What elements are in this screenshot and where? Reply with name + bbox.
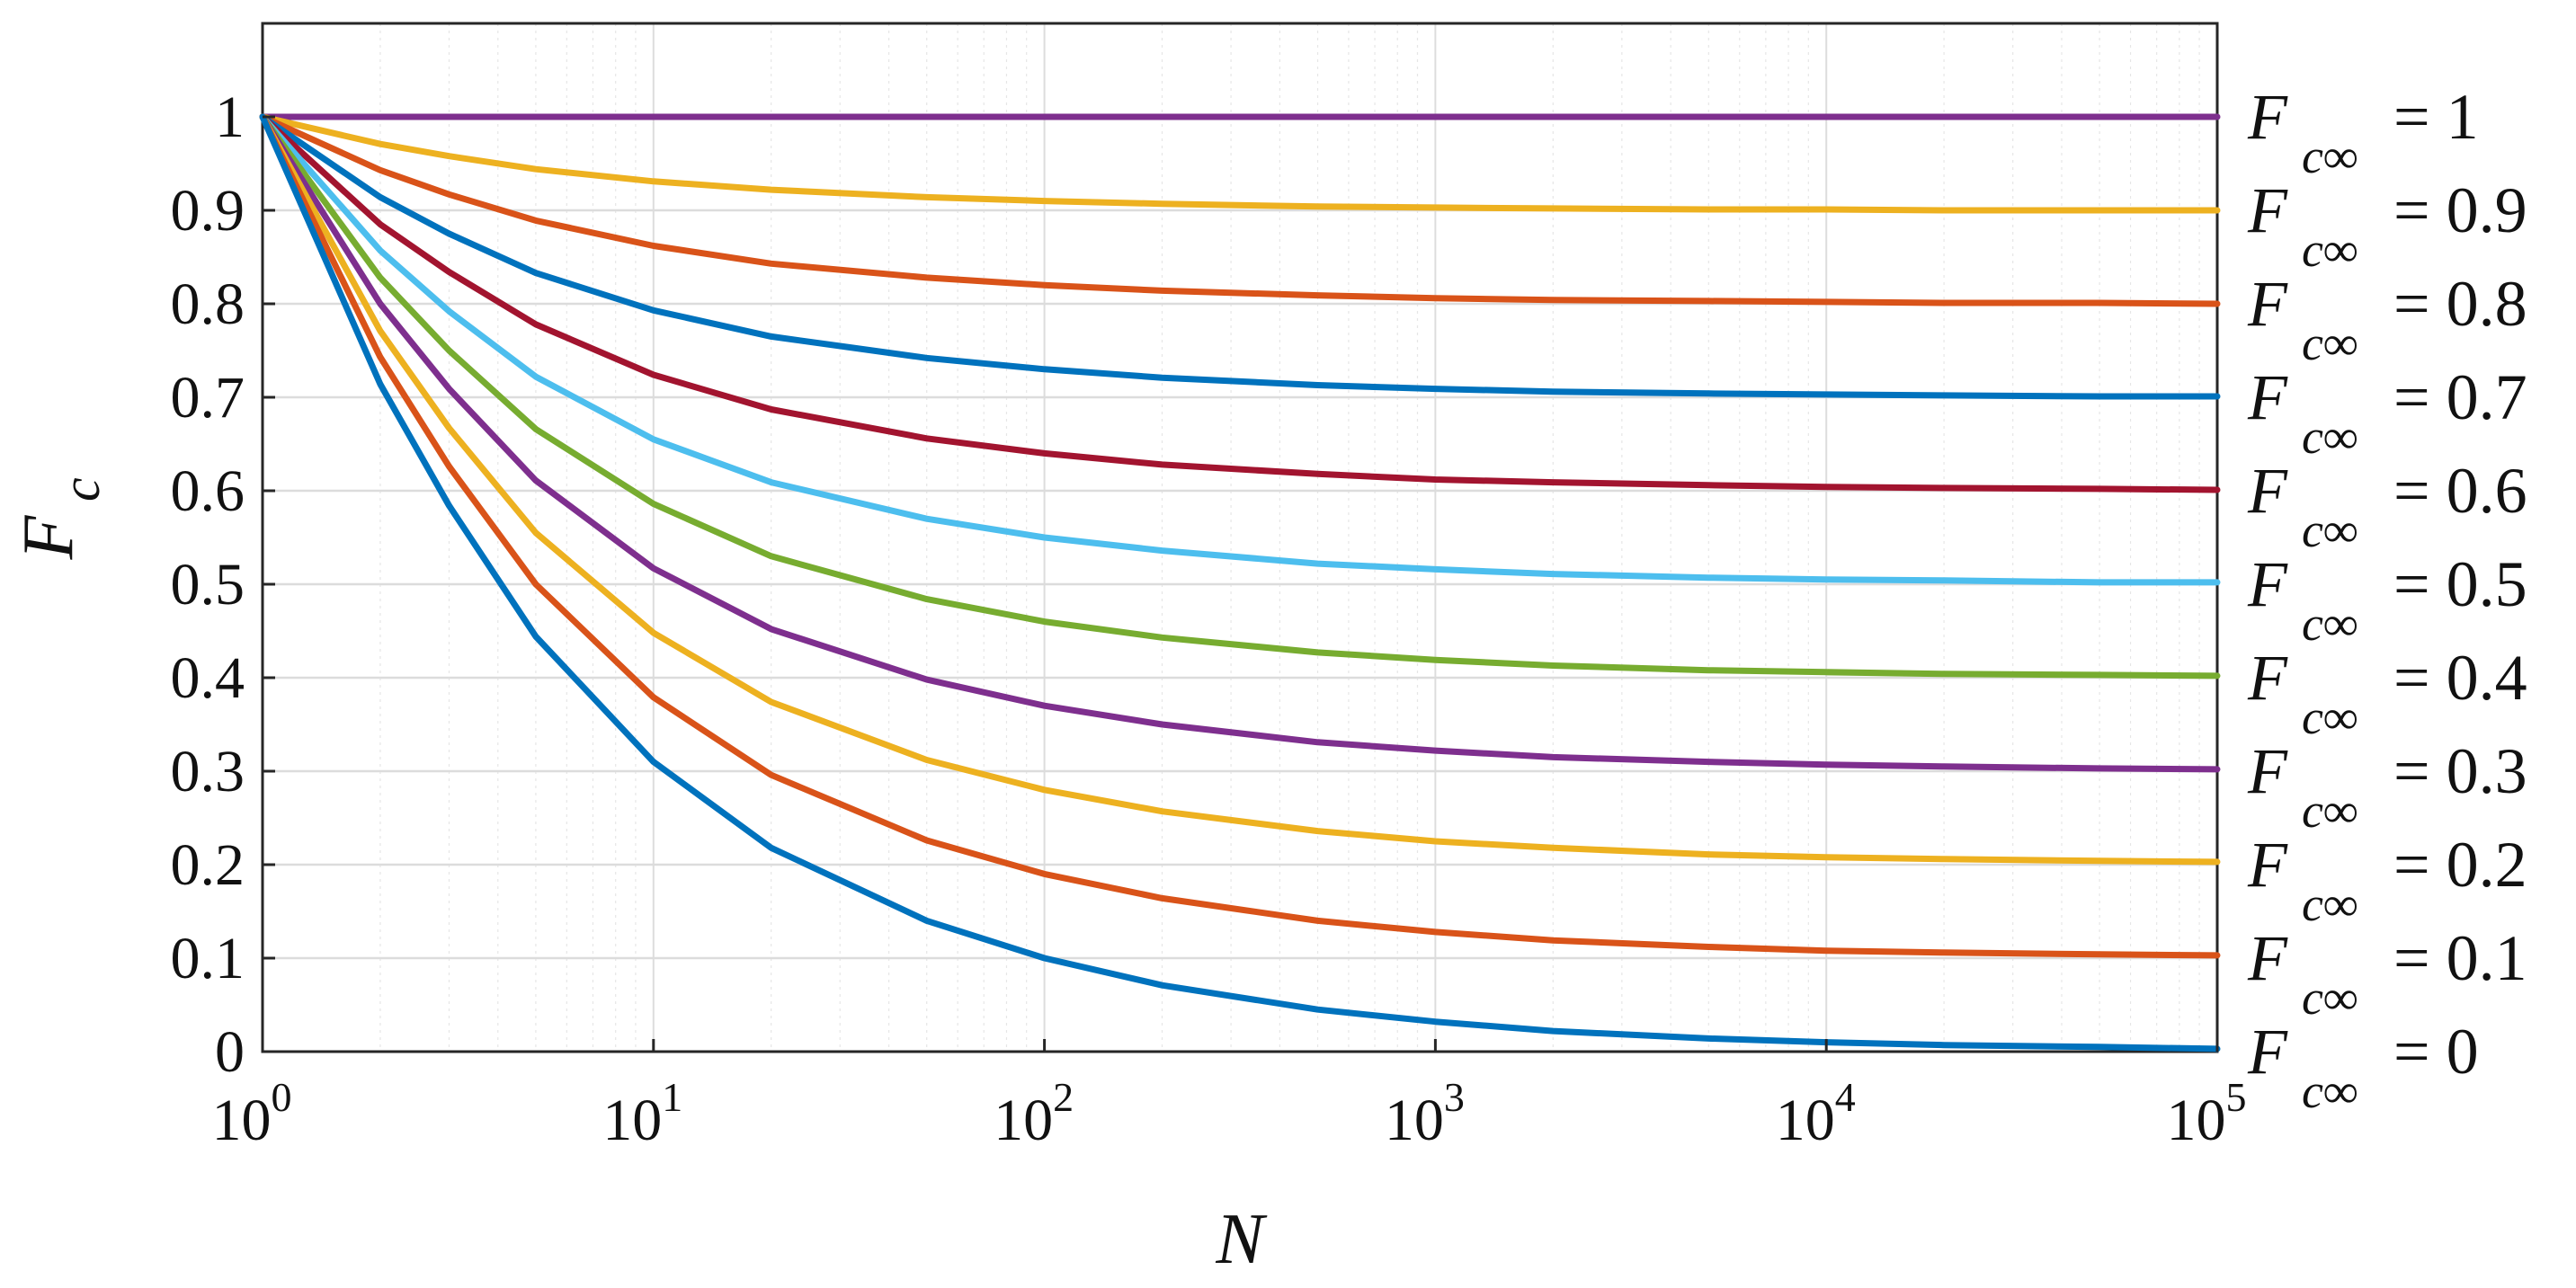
y-axis-label-group: F c [9, 477, 111, 560]
series-label-value: = 0.4 [2393, 642, 2527, 714]
series-line [259, 113, 2221, 400]
series-label-variable: F [2247, 81, 2288, 153]
series-line [259, 113, 2221, 959]
x-tick-exponent: 0 [272, 1074, 292, 1120]
series-label-value: = 0.6 [2393, 455, 2527, 527]
y-tick-label: 0.6 [171, 458, 245, 524]
series-label-subscript: c∞ [2302, 129, 2358, 183]
y-axis-label-subscript: c [51, 477, 111, 502]
x-tick-label: 103 [1385, 1074, 1465, 1153]
series-group [259, 113, 2221, 1053]
y-tick-label: 0.4 [171, 645, 245, 711]
series-label-subscript: c∞ [2302, 1064, 2358, 1118]
x-tick-exponent: 1 [662, 1074, 682, 1120]
series-line [259, 113, 2221, 680]
series-label-variable: F [2247, 548, 2288, 620]
series-labels: Fc∞= 1Fc∞= 0.9Fc∞= 0.8Fc∞= 0.7Fc∞= 0.6Fc… [2247, 81, 2527, 1118]
series-line [259, 113, 2221, 214]
series-label: Fc∞ = 0.1 [2247, 922, 2527, 1025]
series-line [259, 113, 2221, 307]
series-label-value: = 0.5 [2393, 548, 2527, 620]
series-line [259, 113, 2221, 586]
series-label-variable: F [2247, 829, 2288, 901]
y-tick-label: 0.9 [171, 178, 245, 244]
series-label-value: = 0.3 [2393, 735, 2527, 807]
series-label-value: = 1 [2393, 81, 2479, 153]
series-label-subscript: c∞ [2302, 316, 2358, 370]
y-tick-label: 0.8 [171, 271, 245, 337]
y-tick-label: 0.1 [171, 926, 245, 991]
series-label: Fc∞ = 0.7 [2247, 361, 2527, 464]
y-tick-label: 0.5 [171, 552, 245, 617]
y-tick-label: 0.3 [171, 739, 245, 804]
series-label: Fc∞ = 0.9 [2247, 174, 2527, 277]
axis-labels: N F c [9, 477, 1268, 1279]
x-tick-exponent: 5 [2226, 1074, 2247, 1120]
series-label: Fc∞ = 0.2 [2247, 829, 2527, 931]
y-tick-label: 0 [215, 1019, 245, 1085]
series-line [259, 113, 2221, 773]
x-tick-label: 101 [602, 1074, 682, 1153]
series-label-subscript: c∞ [2302, 223, 2358, 277]
series-label-subscript: c∞ [2302, 690, 2358, 744]
plot-area-frame [261, 22, 2219, 1053]
series-label-variable: F [2247, 361, 2288, 433]
series-label: Fc∞ = 0.8 [2247, 268, 2527, 370]
series-label: Fc∞ = 1 [2247, 81, 2479, 183]
series-label-variable: F [2247, 455, 2288, 527]
series-label: Fc∞ = 0.4 [2247, 642, 2527, 744]
series-label-variable: F [2247, 1016, 2288, 1088]
series-label-subscript: c∞ [2302, 971, 2358, 1025]
y-axis-label: F [9, 514, 88, 560]
series-label-variable: F [2247, 735, 2288, 807]
x-tick-exponent: 2 [1053, 1074, 1074, 1120]
series-label: Fc∞ = 0 [2247, 1016, 2479, 1118]
x-tick-label: 102 [994, 1074, 1074, 1153]
series-line [259, 113, 2221, 493]
x-tick-exponent: 3 [1444, 1074, 1465, 1120]
series-label-variable: F [2247, 174, 2288, 246]
y-tick-label: 0.7 [171, 365, 245, 431]
series-label-value: = 0 [2393, 1016, 2479, 1088]
series-label-value: = 0.7 [2393, 361, 2527, 433]
series-label-subscript: c∞ [2302, 597, 2358, 651]
series-label: Fc∞ = 0.3 [2247, 735, 2527, 838]
series-label-variable: F [2247, 642, 2288, 714]
x-tick-label: 105 [2167, 1074, 2247, 1153]
y-tick-label: 0.2 [171, 832, 245, 898]
x-tick-exponent: 4 [1835, 1074, 1856, 1120]
x-tick-label: 104 [1776, 1074, 1856, 1153]
x-axis-label: N [1215, 1200, 1268, 1279]
series-label: Fc∞ = 0.6 [2247, 455, 2527, 557]
series-label-variable: F [2247, 268, 2288, 340]
series-line [259, 113, 2221, 866]
series-label: Fc∞ = 0.5 [2247, 548, 2527, 651]
series-label-subscript: c∞ [2302, 410, 2358, 464]
series-label-value: = 0.8 [2393, 268, 2527, 340]
y-tick-label: 1 [215, 84, 245, 150]
series-line [259, 113, 2221, 1053]
x-tick-label: 100 [212, 1074, 292, 1153]
series-label-value: = 0.1 [2393, 922, 2527, 994]
series-label-subscript: c∞ [2302, 503, 2358, 557]
grid [262, 23, 2218, 1053]
series-label-value: = 0.2 [2393, 829, 2527, 901]
series-label-value: = 0.9 [2393, 174, 2527, 246]
series-label-variable: F [2247, 922, 2288, 994]
series-label-subscript: c∞ [2302, 877, 2358, 931]
series-label-subscript: c∞ [2302, 784, 2358, 838]
